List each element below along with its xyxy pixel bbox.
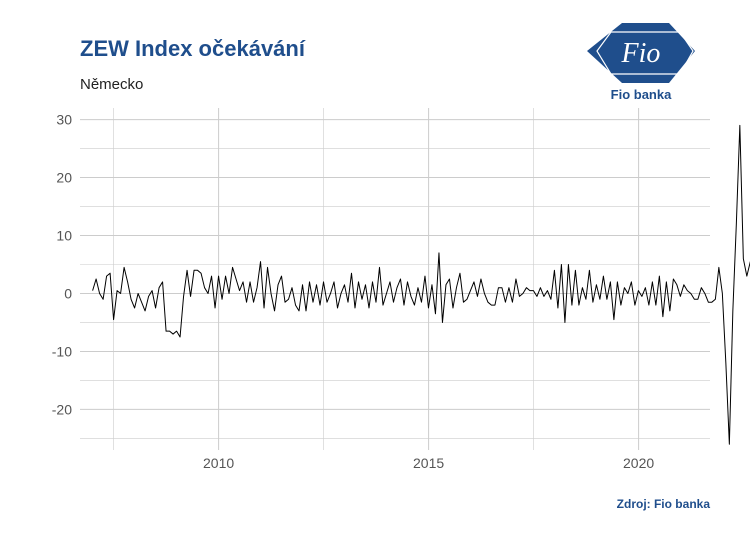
x-axis-ticks: 2010 2015 2020 [203, 455, 654, 471]
x-tick-label: 2010 [203, 455, 234, 471]
logo-name: Fio banka [611, 87, 672, 102]
y-axis-ticks: -20 -10 0 10 20 30 [52, 112, 72, 418]
y-tick-label: 0 [64, 285, 72, 301]
fio-banka-logo: Fio Fio banka [587, 23, 695, 102]
y-tick-label: 30 [56, 112, 72, 128]
chart-subtitle: Německo [80, 76, 144, 93]
x-tick-label: 2020 [623, 455, 654, 471]
series-lines [92, 124, 750, 445]
series-line-0 [92, 124, 750, 445]
y-tick-label: -20 [52, 401, 72, 417]
y-tick-label: 10 [56, 228, 72, 244]
source-note: Zdroj: Fio banka [616, 497, 710, 511]
logo-mark: Fio [621, 38, 661, 69]
chart-title: ZEW Index očekávání [80, 36, 305, 61]
grid-lines [80, 108, 710, 450]
x-tick-label: 2015 [413, 455, 444, 471]
y-tick-label: -10 [52, 343, 72, 359]
y-tick-label: 20 [56, 170, 72, 186]
